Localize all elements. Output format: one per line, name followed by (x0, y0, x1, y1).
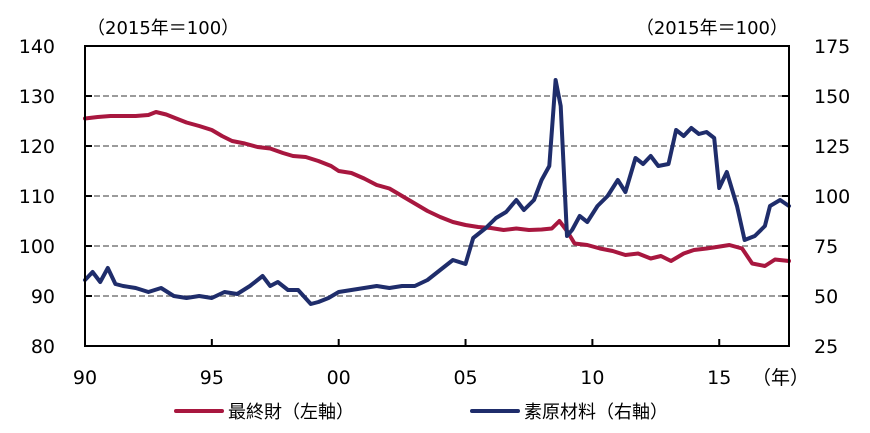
left-axis-tick-label: 100 (19, 236, 55, 258)
plot-frame (84, 45, 790, 347)
series-line-final-goods (83, 110, 791, 268)
legend-item-raw-materials: 素原材料（右軸） (470, 398, 668, 424)
legend: 最終財（左軸） 素原材料（右軸） (0, 398, 870, 424)
x-axis-tick-label: 15 (707, 367, 731, 389)
legend-item-final-goods: 最終財（左軸） (174, 398, 354, 424)
legend-swatch-final-goods (174, 409, 224, 413)
x-axis-tick-label: 90 (73, 367, 97, 389)
right-axis-ticks: 25 50 75 100 125 150 175 (782, 36, 850, 358)
x-axis-unit-label: （年） (752, 367, 809, 389)
legend-label-raw-materials: 素原材料（右軸） (524, 402, 668, 423)
left-axis-tick-label: 140 (19, 36, 55, 58)
series-line-raw-materials (83, 78, 791, 306)
x-axis-ticks: 90 95 00 05 10 15 (73, 339, 731, 389)
left-axis-tick-label: 90 (31, 286, 55, 308)
right-axis-tick-label: 75 (814, 236, 838, 258)
right-axis-tick-label: 25 (814, 336, 838, 358)
right-axis-tick-label: 175 (814, 36, 850, 58)
right-axis-tick-label: 125 (814, 136, 850, 158)
x-axis-tick-label: 10 (580, 367, 604, 389)
left-axis-tick-label: 80 (31, 336, 55, 358)
right-axis-tick-label: 50 (814, 286, 838, 308)
gridlines (85, 95, 789, 297)
x-axis-tick-label: 95 (200, 367, 224, 389)
series-layer (83, 78, 791, 306)
left-axis-tick-label: 120 (19, 136, 55, 158)
left-axis-tick-label: 110 (19, 186, 55, 208)
legend-label-final-goods: 最終財（左軸） (228, 402, 354, 423)
left-axis-tick-label: 130 (19, 86, 55, 108)
legend-swatch-raw-materials (470, 409, 520, 413)
x-axis-tick-label: 05 (453, 367, 477, 389)
right-axis-tick-label: 100 (814, 186, 850, 208)
right-axis-unit-label: （2015年＝100） (636, 18, 788, 39)
left-axis-ticks: 80 90 100 110 120 130 140 (19, 36, 92, 358)
left-axis-unit-label: （2015年＝100） (87, 18, 239, 39)
x-axis-tick-label: 00 (327, 367, 351, 389)
right-axis-tick-label: 150 (814, 86, 850, 108)
